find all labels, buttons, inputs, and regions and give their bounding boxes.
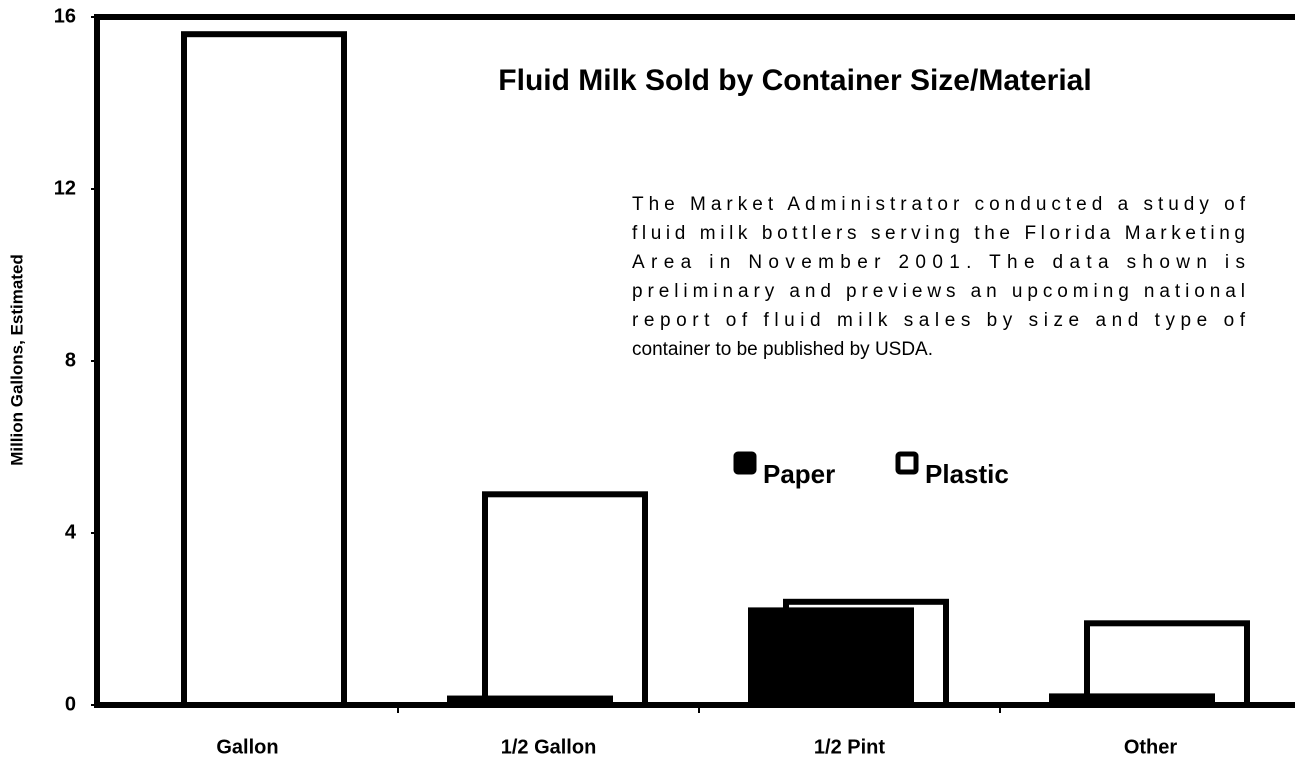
legend-label: Plastic bbox=[925, 459, 1009, 489]
y-tick-label: 4 bbox=[65, 521, 77, 543]
annotation-line: Area in November 2001. The data shown is bbox=[632, 252, 1245, 273]
annotation-line: fluid milk bottlers serving the Florida … bbox=[632, 223, 1245, 244]
bar bbox=[482, 491, 648, 708]
annotation-line: preliminary and previews an upcoming nat… bbox=[632, 281, 1245, 302]
y-axis-label: Million Gallons, Estimated bbox=[7, 254, 26, 466]
y-tick-label: 16 bbox=[54, 5, 76, 27]
bar bbox=[1084, 620, 1250, 708]
chart-title: Fluid Milk Sold by Container Size/Materi… bbox=[498, 64, 1091, 97]
x-tick-label: Gallon bbox=[216, 736, 278, 758]
bar bbox=[181, 31, 347, 708]
y-tick-label: 12 bbox=[54, 177, 76, 199]
x-tick-label: 1/2 Pint bbox=[814, 736, 885, 758]
annotation-line: The Market Administrator conducted a stu… bbox=[632, 194, 1246, 215]
x-tick-label: Other bbox=[1124, 736, 1178, 758]
bar bbox=[748, 607, 914, 709]
x-tick-label: 1/2 Gallon bbox=[501, 736, 597, 758]
annotation-line: container to be published by USDA. bbox=[632, 339, 933, 360]
y-tick-label: 8 bbox=[65, 349, 76, 371]
y-tick-label: 0 bbox=[65, 693, 76, 715]
legend-swatch bbox=[733, 451, 757, 475]
legend-swatch bbox=[895, 451, 919, 475]
annotation-line: report of fluid milk sales by size and t… bbox=[632, 310, 1246, 331]
legend-label: Paper bbox=[763, 459, 835, 489]
